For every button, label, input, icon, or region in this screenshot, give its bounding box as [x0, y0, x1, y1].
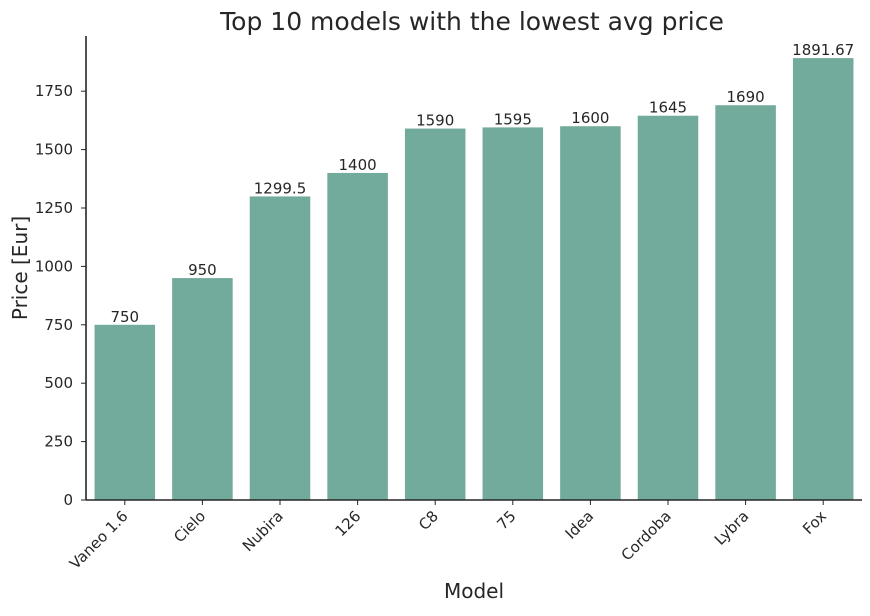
data-label: 1645	[649, 99, 687, 117]
data-label-layer: 750 950 1299.5 1400 1590 1595 1600 1645 1690 1891…	[110, 41, 854, 326]
bar-fox	[792, 58, 854, 501]
x-tick-label: Cordoba	[618, 507, 675, 564]
y-tick-label: 1500	[35, 141, 73, 159]
bars-layer	[94, 58, 854, 501]
y-tick-label: 250	[44, 433, 73, 451]
y-tick-label: 500	[44, 374, 73, 392]
y-tick-label: 1250	[35, 199, 73, 217]
data-label: 1595	[494, 110, 532, 128]
y-tick-label: 1000	[35, 257, 73, 275]
x-tick-label: 126	[331, 507, 364, 540]
x-tick-label: Nubira	[239, 507, 287, 555]
x-tick-layer: Vaneo 1.6 Cielo Nubira 126 C8 75 Idea Cordoba Ly…	[66, 500, 830, 573]
x-tick-label: Fox	[799, 507, 830, 538]
x-tick-label: Cielo	[170, 507, 209, 546]
y-tick-label: 1750	[35, 82, 73, 100]
y-tick-label: 750	[44, 316, 73, 334]
data-label: 1400	[339, 156, 377, 174]
bar-75	[482, 127, 544, 501]
bar-cordoba	[637, 115, 699, 500]
y-axis-title: Price [Eur]	[8, 216, 32, 320]
bar-vaneo-1-6	[94, 324, 156, 500]
chart-title: Top 10 models with the lowest avg price	[219, 7, 724, 36]
x-tick-label: Vaneo 1.6	[66, 507, 132, 573]
y-tick-layer: 0 250 500 750 1000 1250 1500 1750	[35, 82, 86, 509]
data-label: 1600	[571, 109, 609, 127]
data-label: 1690	[727, 88, 765, 106]
data-label: 1590	[416, 112, 454, 130]
y-tick-label: 0	[63, 491, 73, 509]
x-tick-label: Lybra	[711, 507, 753, 549]
data-label: 750	[110, 308, 139, 326]
data-label: 1299.5	[254, 179, 307, 197]
data-label: 950	[188, 261, 217, 279]
bar-cielo	[172, 278, 233, 500]
bar-126	[327, 172, 388, 500]
x-tick-label: 75	[493, 507, 519, 533]
bar-lybra	[715, 105, 776, 501]
x-axis-title: Model	[444, 579, 504, 603]
x-tick-label: C8	[415, 507, 442, 534]
bar-nubira	[249, 196, 311, 500]
bar-idea	[560, 126, 621, 500]
bar-c8	[404, 128, 466, 500]
x-tick-label: Idea	[562, 507, 598, 543]
data-label: 1891.67	[792, 41, 854, 59]
